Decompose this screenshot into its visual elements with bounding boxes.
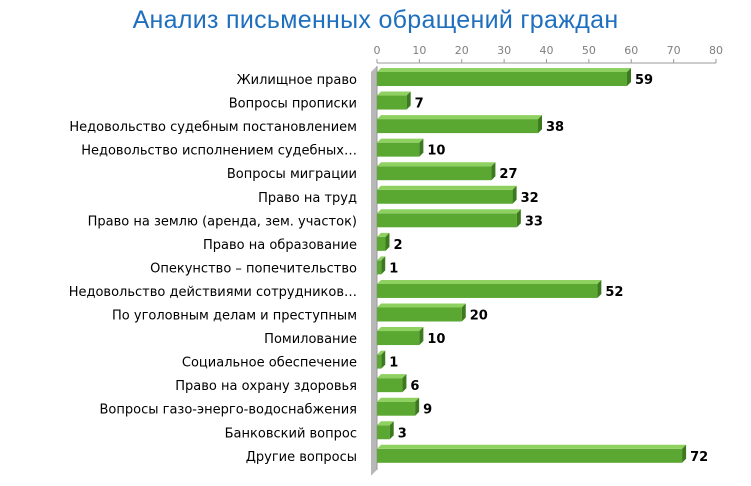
bar-side	[419, 327, 424, 346]
bar-side	[381, 256, 386, 275]
bar-top	[377, 421, 394, 426]
bar	[377, 331, 420, 346]
data-label: 3	[398, 426, 407, 441]
bar-top	[377, 327, 424, 332]
bar-top	[377, 256, 386, 261]
chart-title: Анализ письменных обращений граждан	[132, 6, 619, 34]
bar	[377, 307, 462, 322]
data-label: 6	[410, 379, 419, 394]
bar-top	[377, 350, 386, 355]
data-label: 52	[605, 285, 623, 300]
category-label: Вопросы прописки	[229, 97, 357, 112]
bar	[377, 142, 420, 157]
data-label: 9	[423, 403, 432, 418]
bar	[377, 378, 403, 393]
bar-top	[377, 162, 496, 167]
category-label: Помилование	[264, 332, 357, 347]
category-label: Недовольство действиями сотрудников…	[69, 285, 357, 300]
x-tick-label: 60	[624, 44, 638, 57]
bar-side	[516, 209, 521, 228]
bar-top	[377, 374, 407, 379]
bar-side	[512, 185, 517, 204]
bar-top	[377, 138, 424, 143]
data-label: 33	[525, 214, 543, 229]
bar-top	[377, 232, 390, 237]
bar-side	[627, 68, 632, 86]
bar-side	[461, 303, 466, 322]
bar-side	[419, 138, 424, 157]
bar-side	[389, 421, 394, 440]
category-label: Право на охрану здоровья	[175, 379, 357, 394]
bar-top	[377, 209, 521, 214]
bar	[377, 189, 513, 204]
category-label: Социальное обеспечение	[182, 356, 357, 371]
bar-side	[402, 374, 407, 393]
category-label: Другие вопросы	[246, 450, 357, 465]
data-label: 72	[690, 450, 708, 465]
category-label: Банковский вопрос	[225, 426, 357, 441]
bar-top	[377, 279, 602, 284]
bar	[377, 448, 683, 463]
x-tick-label: 20	[455, 44, 469, 57]
category-label: Право на образование	[203, 238, 357, 253]
bar	[377, 354, 382, 369]
bar-side	[682, 444, 687, 463]
data-label: 1	[389, 356, 398, 371]
bar	[377, 213, 517, 228]
x-tick-label: 0	[374, 44, 381, 57]
x-tick-label: 40	[540, 44, 554, 57]
category-label: Вопросы миграции	[227, 167, 357, 182]
data-label: 20	[470, 309, 488, 324]
data-label: 10	[427, 332, 445, 347]
category-label: Вопросы газо-энерго-водоснабжения	[100, 403, 358, 418]
category-label: Опекунство – попечительство	[150, 261, 357, 276]
bar-side	[538, 115, 543, 134]
data-label: 59	[635, 73, 653, 88]
bar-side	[385, 232, 390, 251]
category-label: Недовольство судебным постановлением	[69, 120, 357, 135]
bar-top	[377, 303, 466, 308]
category-label: Право на землю (аренда, зем. участок)	[88, 214, 357, 229]
category-label: Недовольство исполнением судебных…	[81, 144, 357, 159]
data-label: 7	[415, 97, 424, 112]
x-tick-label: 50	[582, 44, 596, 57]
x-tick-label: 80	[709, 44, 723, 57]
bar-side	[415, 397, 420, 416]
data-label: 27	[499, 167, 517, 182]
bar	[377, 236, 386, 251]
data-label: 1	[389, 261, 398, 276]
bar-side	[491, 162, 496, 181]
bar-top	[377, 91, 411, 96]
category-label: Право на труд	[258, 191, 357, 206]
bar-top	[377, 185, 517, 190]
bar	[377, 72, 628, 86]
bar-side	[597, 279, 602, 298]
category-label: Жилищное право	[237, 73, 357, 88]
bar	[377, 283, 598, 298]
category-label: По уголовным делам и преступным	[112, 309, 357, 324]
bar	[377, 401, 416, 416]
bar-top	[377, 397, 420, 402]
x-tick-label: 30	[497, 44, 511, 57]
bar	[377, 166, 492, 181]
bar-side	[381, 350, 386, 369]
bar	[377, 260, 382, 275]
x-tick-label: 70	[667, 44, 681, 57]
data-label: 38	[546, 120, 564, 135]
bar-side	[406, 91, 411, 110]
bar-top	[377, 115, 543, 120]
bar-top	[377, 68, 632, 72]
bar	[377, 95, 407, 110]
axis-wall	[371, 66, 377, 476]
data-label: 32	[521, 191, 539, 206]
bar	[377, 119, 539, 134]
data-label: 10	[427, 144, 445, 159]
x-tick-label: 10	[412, 44, 426, 57]
data-label: 2	[393, 238, 402, 253]
bar-top	[377, 444, 687, 449]
bar	[377, 425, 390, 440]
